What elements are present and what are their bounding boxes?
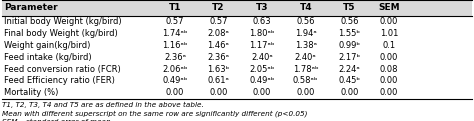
Text: 2.08ᵃ: 2.08ᵃ (208, 29, 229, 38)
Text: 2.36ᵃ: 2.36ᵃ (164, 53, 186, 62)
Bar (2, 0, 472, 16)
Text: 1.46ᵃ: 1.46ᵃ (208, 41, 229, 50)
Text: 0.56: 0.56 (340, 17, 359, 26)
Text: 1.94ᵃ: 1.94ᵃ (295, 29, 317, 38)
Text: 0.99ᵇ: 0.99ᵇ (338, 41, 360, 50)
Text: T1, T2, T3, T4 and T5 are as defined in the above table.: T1, T2, T3, T4 and T5 are as defined in … (2, 102, 204, 108)
Text: 1.17ᵃᵇ: 1.17ᵃᵇ (249, 41, 275, 50)
Text: 0.57: 0.57 (165, 17, 184, 26)
Text: 0.00: 0.00 (380, 17, 398, 26)
Text: 0.49ᵃᵇ: 0.49ᵃᵇ (249, 76, 275, 85)
Text: 1.80ᵃᵇ: 1.80ᵃᵇ (249, 29, 275, 38)
Text: T3: T3 (256, 3, 268, 12)
Text: 2.40ᵃ: 2.40ᵃ (295, 53, 317, 62)
Text: 0.00: 0.00 (340, 88, 358, 97)
Text: 1.74ᵃᵇ: 1.74ᵃᵇ (162, 29, 188, 38)
Text: 0.00: 0.00 (297, 88, 315, 97)
Text: T5: T5 (343, 3, 356, 12)
Text: T4: T4 (300, 3, 312, 12)
Text: 0.00: 0.00 (380, 53, 398, 62)
Text: 2.24ᵃ: 2.24ᵃ (338, 65, 360, 74)
Text: 0.08: 0.08 (380, 65, 398, 74)
Text: 1.01: 1.01 (380, 29, 398, 38)
Text: 0.57: 0.57 (209, 17, 228, 26)
Text: Initial body Weight (kg/bird): Initial body Weight (kg/bird) (4, 17, 121, 26)
Text: 0.45ᵇ: 0.45ᵇ (338, 76, 360, 85)
Text: 0.58ᵃᵇ: 0.58ᵃᵇ (293, 76, 319, 85)
Text: SEM= standard error of mean.: SEM= standard error of mean. (2, 119, 113, 121)
Text: 2.17ᵇ: 2.17ᵇ (338, 53, 360, 62)
Text: Feed conversion ratio (FCR): Feed conversion ratio (FCR) (4, 65, 120, 74)
Text: T2: T2 (212, 3, 225, 12)
Text: 0.00: 0.00 (210, 88, 228, 97)
Text: Final body Weight (kg/bird): Final body Weight (kg/bird) (4, 29, 118, 38)
Text: 2.05ᵃᵇ: 2.05ᵃᵇ (249, 65, 275, 74)
Text: 0.63: 0.63 (253, 17, 272, 26)
Text: 0.49ᵃᵇ: 0.49ᵃᵇ (162, 76, 188, 85)
Text: T1: T1 (169, 3, 181, 12)
Text: 0.00: 0.00 (380, 88, 398, 97)
Text: Feed intake (kg/bird): Feed intake (kg/bird) (4, 53, 91, 62)
Text: Mean with different superscript on the same row are significantly different (p<0: Mean with different superscript on the s… (2, 110, 308, 117)
Text: 0.56: 0.56 (296, 17, 315, 26)
Text: 2.40ᵃ: 2.40ᵃ (251, 53, 273, 62)
Text: 2.36ᵃ: 2.36ᵃ (208, 53, 229, 62)
Text: 2.06ᵃᵇ: 2.06ᵃᵇ (162, 65, 188, 74)
Text: 1.78ᵃᵇ: 1.78ᵃᵇ (293, 65, 319, 74)
Text: 1.63ᵇ: 1.63ᵇ (208, 65, 229, 74)
Text: Parameter: Parameter (4, 3, 57, 12)
Text: 1.16ᵃᵇ: 1.16ᵃᵇ (162, 41, 188, 50)
Text: SEM: SEM (378, 3, 400, 12)
Text: 1.38ᵃ: 1.38ᵃ (295, 41, 317, 50)
Text: 0.61ᵃ: 0.61ᵃ (208, 76, 229, 85)
Text: Mortality (%): Mortality (%) (4, 88, 58, 97)
Text: 0.1: 0.1 (383, 41, 395, 50)
Text: 0.00: 0.00 (380, 76, 398, 85)
Text: Weight gain(kg/bird): Weight gain(kg/bird) (4, 41, 90, 50)
Text: Feed Efficiency ratio (FER): Feed Efficiency ratio (FER) (4, 76, 115, 85)
Text: 0.00: 0.00 (253, 88, 271, 97)
Text: 0.00: 0.00 (166, 88, 184, 97)
Text: 1.55ᵇ: 1.55ᵇ (338, 29, 360, 38)
